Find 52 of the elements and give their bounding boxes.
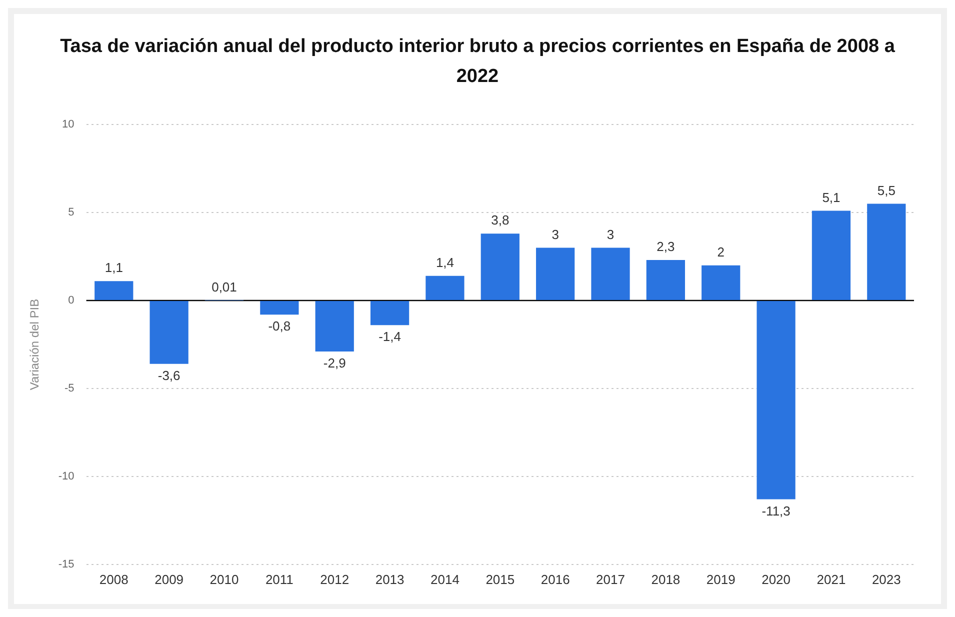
y-axis-title: Variación del PIB — [28, 298, 42, 390]
x-tick-label: 2016 — [540, 572, 570, 587]
bar — [426, 276, 464, 300]
y-tick-label: -10 — [58, 470, 74, 482]
bar — [867, 204, 906, 300]
x-tick-label: 2008 — [99, 572, 128, 587]
x-tick-label: 2010 — [210, 572, 239, 587]
data-label: -0,8 — [268, 318, 291, 334]
y-tick-label: 0 — [68, 294, 74, 307]
bar — [260, 301, 299, 315]
y-tick-label: -5 — [64, 382, 74, 395]
x-tick-label: 2013 — [375, 572, 404, 587]
bar — [812, 210, 851, 300]
data-label: 3,8 — [491, 212, 510, 228]
x-tick-label: 2023 — [872, 572, 901, 587]
x-tick-label: 2011 — [265, 572, 294, 587]
data-label: 1,1 — [104, 260, 123, 276]
data-label: 3 — [606, 226, 614, 242]
bar — [370, 301, 410, 326]
y-tick-label: 5 — [68, 206, 74, 219]
bar — [150, 301, 188, 364]
data-label: -2,9 — [323, 356, 346, 371]
bar — [480, 234, 520, 300]
bar — [702, 265, 740, 300]
data-label: -11,3 — [762, 503, 790, 518]
data-label: 2 — [717, 244, 724, 260]
x-tick-label: 2012 — [320, 572, 350, 587]
data-label: 2,3 — [656, 239, 675, 254]
chart-title: Tasa de variación anual del producto interior bruto a precios corrientes en España de 2008 a 2022 — [59, 35, 896, 89]
x-tick-label: 2009 — [154, 572, 184, 587]
bar — [591, 248, 630, 300]
data-label: 1,4 — [436, 254, 454, 270]
data-label: 5,5 — [877, 182, 896, 198]
data-label: -1,4 — [378, 329, 401, 344]
bar — [94, 281, 134, 300]
x-tick-label: 2018 — [651, 572, 680, 587]
data-label: 5,1 — [822, 190, 840, 205]
bar — [756, 301, 796, 500]
x-tick-label: 2014 — [430, 572, 460, 587]
data-label: 3 — [552, 226, 559, 242]
y-tick-label: -15 — [58, 558, 74, 570]
x-tick-label: 2019 — [706, 572, 736, 587]
bar — [646, 260, 686, 300]
x-tick-label: 2015 — [486, 572, 515, 587]
y-tick-label: 10 — [62, 118, 74, 131]
x-tick-label: 2017 — [596, 572, 625, 587]
bar — [536, 248, 575, 300]
data-label: -3,6 — [158, 368, 180, 383]
x-tick-label: 2021 — [816, 572, 846, 587]
data-label: 0,01 — [212, 279, 237, 294]
bar — [315, 301, 354, 352]
x-tick-label: 2020 — [762, 572, 791, 587]
